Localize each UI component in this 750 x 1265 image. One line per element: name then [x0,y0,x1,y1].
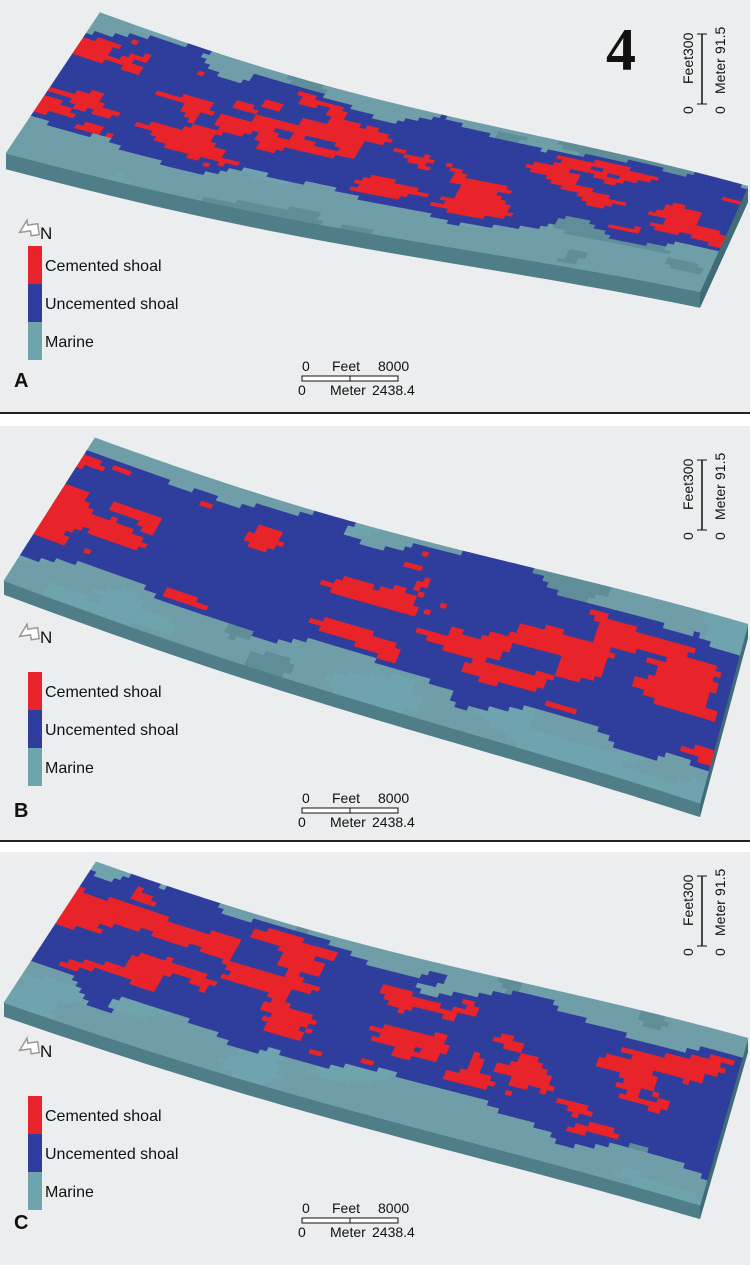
panel-c: 0 Feet 300 0 Meter 91.5 N Cemented shoal Uncem… [0,852,750,1265]
legend-swatch [28,1096,42,1134]
legend-label: Uncemented shoal [45,722,179,739]
horizontal-scale-label: 8000 [378,358,410,374]
panel-label-c: C [14,1212,29,1234]
facies-grid [3,437,749,804]
legend-swatch [28,710,42,748]
vertical-scale-label: Meter [712,484,728,520]
vertical-scale-bar: 0 Feet 300 0 Meter 91.5 [676,446,746,546]
divider [0,412,750,414]
panel-a: 4 0 Feet 300 0 Meter 91.5 N Cemented shoal Unc… [0,0,750,412]
vertical-scale-label: Feet [680,481,696,510]
vertical-scale-label: 0 [680,106,696,114]
north-arrow-icon: N [16,214,52,245]
vertical-scale-label: 0 [712,532,728,540]
vertical-scale-label: 0 [680,532,696,540]
horizontal-scale-label: 0 [298,814,306,830]
vertical-scale-bar: 0 Feet 300 0 Meter 91.5 [676,862,746,962]
horizontal-scale-label: 0 [302,1200,310,1216]
horizontal-scale-label: Feet [332,358,361,374]
vertical-scale-label: Feet [680,55,696,84]
panel-label-a: A [14,370,29,392]
model-side-face [4,1002,700,1220]
reservoir-model-b [3,437,749,818]
panel-label-b: B [14,800,29,822]
reservoir-model-a [5,12,749,308]
model-end-face [700,1038,748,1220]
horizontal-scale-label: 8000 [378,1200,410,1216]
panel-b: 0 Feet 300 0 Meter 91.5 N Cemented shoal Uncem… [0,426,750,840]
horizontal-scale-label: 8000 [378,790,410,806]
model-side-face [4,580,700,818]
legend-label: Uncemented shoal [45,1146,179,1163]
figure-number: 4 [606,17,636,83]
legend-label: Cemented shoal [45,258,162,275]
vertical-scale-label: 300 [680,874,696,898]
vertical-scale-label: 300 [680,458,696,482]
vertical-scale-label: 0 [680,948,696,956]
legend-swatch [28,322,42,360]
legend-label: Marine [45,334,94,351]
facies-grid [5,12,749,293]
horizontal-scale-label: Meter [330,382,366,398]
vertical-scale-label: Feet [680,897,696,926]
legend-label: Marine [45,760,94,777]
legend-swatch [28,1172,42,1210]
north-arrow-icon: N [16,618,52,649]
north-arrow-icon: N [16,1032,52,1063]
vertical-scale-label: Meter [712,58,728,94]
vertical-scale-label: 300 [680,32,696,56]
facies-grid [3,861,749,1206]
horizontal-scale-bar: 0 Feet 8000 0 Meter 2438.4 [298,1200,428,1240]
horizontal-scale-label: Meter [330,814,366,830]
legend-swatch [28,1134,42,1172]
horizontal-scale-label: Meter [330,1224,366,1240]
divider [0,840,750,842]
model-end-face [700,186,748,308]
legend-label: Marine [45,1184,94,1201]
horizontal-scale-label: 0 [298,382,306,398]
horizontal-scale-label: 2438.4 [372,382,415,398]
north-label: N [40,224,53,243]
legend-swatch [28,246,42,284]
legend-label: Uncemented shoal [45,296,179,313]
horizontal-scale-label: 2438.4 [372,1224,415,1240]
model-end-face [700,624,748,818]
vertical-scale-label: 0 [712,948,728,956]
vertical-scale-label: 91.5 [712,868,728,896]
horizontal-scale-label: Feet [332,790,361,806]
north-label: N [40,628,53,647]
horizontal-scale-label: 0 [298,1224,306,1240]
legend-label: Cemented shoal [45,1108,162,1125]
vertical-scale-label: 91.5 [712,452,728,480]
vertical-scale-label: Meter [712,900,728,936]
reservoir-model-c [3,861,749,1220]
legend-swatch [28,284,42,322]
legend-swatch [28,672,42,710]
horizontal-scale-label: 0 [302,790,310,806]
horizontal-scale-bar: 0 Feet 8000 0 Meter 2438.4 [298,358,428,398]
horizontal-scale-label: 0 [302,358,310,374]
north-label: N [40,1042,53,1061]
legend-label: Cemented shoal [45,684,162,701]
horizontal-scale-label: Feet [332,1200,361,1216]
horizontal-scale-label: 2438.4 [372,814,415,830]
vertical-scale-bar: 0 Feet 300 0 Meter 91.5 [676,20,746,120]
vertical-scale-label: 0 [712,106,728,114]
horizontal-scale-bar: 0 Feet 8000 0 Meter 2438.4 [298,790,428,830]
vertical-scale-label: 91.5 [712,26,728,54]
legend-swatch [28,748,42,786]
